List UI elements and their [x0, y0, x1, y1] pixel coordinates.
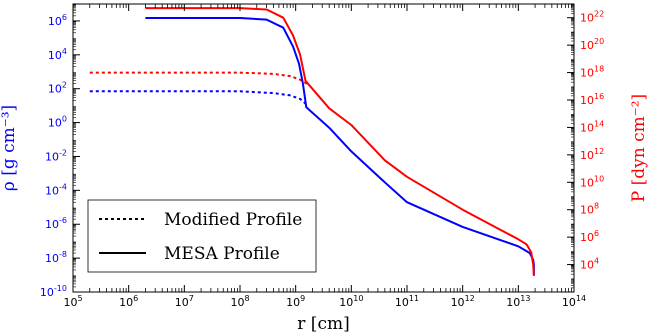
- left-y-tick-label: 10-4: [45, 182, 67, 197]
- right-y-tick-label: 1014: [580, 119, 604, 134]
- x-tick-label: 109: [286, 294, 305, 309]
- legend-label-modified: Modified Profile: [164, 210, 302, 230]
- right-y-tick-label: 1010: [580, 174, 604, 189]
- x-tick-label: 1014: [562, 294, 586, 309]
- right-y-tick-label: 1012: [580, 147, 604, 162]
- left-y-tick-label: 104: [48, 47, 67, 62]
- left-y-tick-label: 100: [48, 115, 67, 130]
- x-tick-label: 1013: [506, 294, 530, 309]
- left-y-tick-label: 10-8: [45, 250, 67, 265]
- x-tick-label: 107: [175, 294, 194, 309]
- x-tick-label: 1011: [395, 294, 419, 309]
- x-tick-label: 1010: [339, 294, 363, 309]
- left-y-tick-label: 106: [48, 13, 67, 28]
- ticks-layer: 105 106 107 108 109 1010 1011 1012 1013 1014 10-10…: [40, 4, 604, 309]
- left-y-tick-label: 102: [48, 81, 67, 96]
- right-y-tick-label: 106: [580, 229, 599, 244]
- right-y-tick-label: 1018: [580, 65, 604, 80]
- x-tick-label: 105: [63, 294, 82, 309]
- left-y-tick-label: 10-10: [40, 284, 67, 299]
- legend: Modified Profile MESA Profile: [87, 199, 317, 273]
- density-mesa-line: [145, 17, 535, 276]
- x-tick-label: 106: [119, 294, 138, 309]
- density-modified-line: [89, 90, 307, 106]
- plot-frame: [72, 3, 575, 293]
- right-y-tick-label: 1022: [580, 10, 604, 25]
- x-tick-label: 108: [230, 294, 249, 309]
- right-y-axis-title: P [dyn cm⁻²]: [629, 94, 649, 202]
- x-axis-title: r [cm]: [297, 314, 349, 334]
- legend-label-mesa: MESA Profile: [164, 244, 280, 264]
- x-tick-label: 1012: [451, 294, 475, 309]
- left-y-axis-title: ρ [g cm⁻³]: [0, 105, 19, 191]
- left-y-tick-label: 10-6: [45, 216, 67, 231]
- right-y-tick-label: 108: [580, 202, 599, 217]
- left-y-tick-label: 10-2: [45, 148, 67, 163]
- right-y-tick-label: 104: [580, 257, 599, 272]
- legend-box: [87, 199, 317, 273]
- right-y-tick-label: 1020: [580, 37, 604, 52]
- lines-layer: [89, 7, 535, 276]
- pressure-modified-line: [89, 71, 308, 85]
- pressure-mesa-line: [145, 7, 535, 276]
- right-y-tick-label: 1016: [580, 92, 604, 107]
